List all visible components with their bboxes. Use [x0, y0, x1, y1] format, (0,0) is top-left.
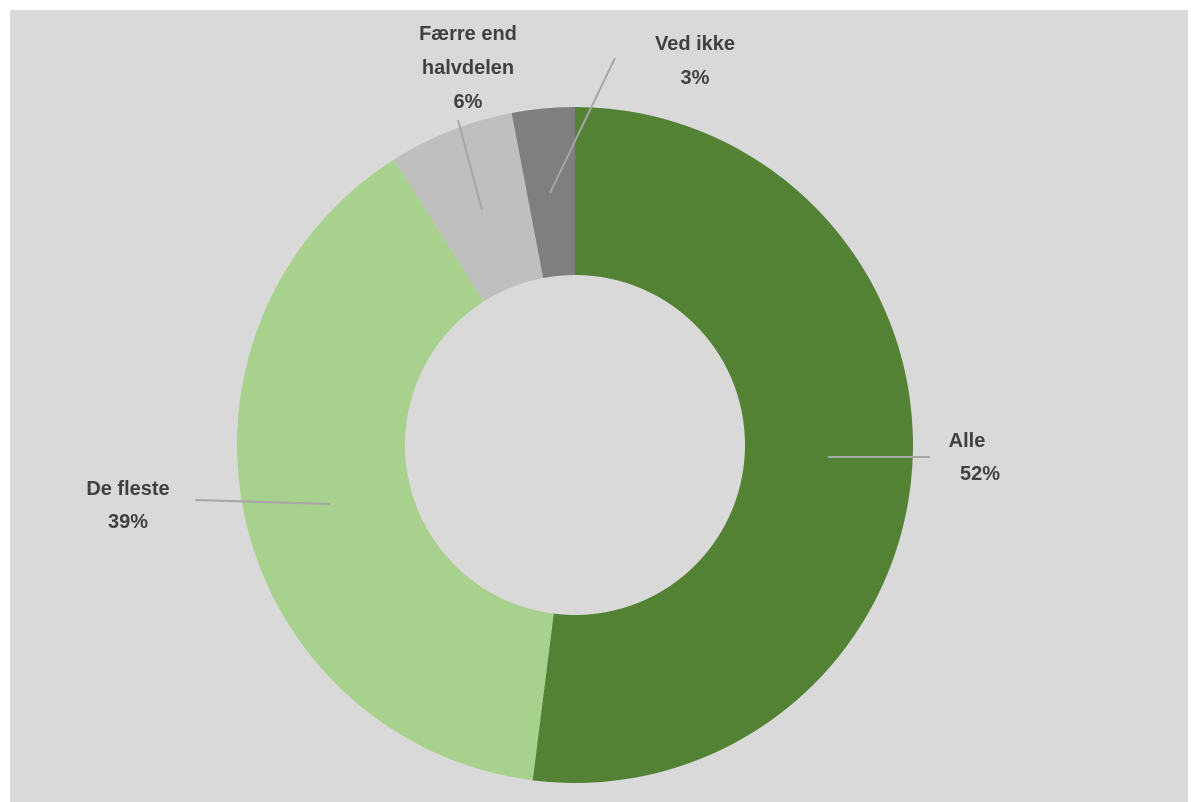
percent-label-alle: 52%: [960, 463, 1000, 485]
leader-line-de-fleste: [194, 499, 331, 505]
percent-label-de-fleste: 39%: [108, 511, 148, 533]
slices-layer: [236, 107, 913, 783]
slice-alle: [532, 107, 913, 783]
category-label-færre-end-halvdelen: Færre end: [419, 23, 517, 45]
leader-lines-layer: [194, 57, 930, 505]
category-label-de-fleste: De fleste: [86, 478, 169, 500]
category-label-alle: Alle: [949, 430, 986, 452]
category-label-ved-ikke: Ved ikke: [655, 33, 735, 55]
slice-de-fleste: [236, 159, 554, 781]
percent-label-færre-end-halvdelen: 6%: [454, 91, 483, 113]
leader-line-ved-ikke: [549, 57, 616, 194]
labels-layer: Alle 52% De fleste 39% Færre end halvdelen 6% V…: [86, 23, 1000, 533]
slice-ved-ikke: [511, 107, 575, 279]
slice-færre-end-halvdelen: [393, 112, 544, 302]
category-label-færre-end-halvdelen: halvdelen: [422, 57, 514, 79]
leader-line-færre-end-halvdelen: [457, 119, 483, 211]
percent-label-ved-ikke: 3%: [681, 67, 710, 89]
